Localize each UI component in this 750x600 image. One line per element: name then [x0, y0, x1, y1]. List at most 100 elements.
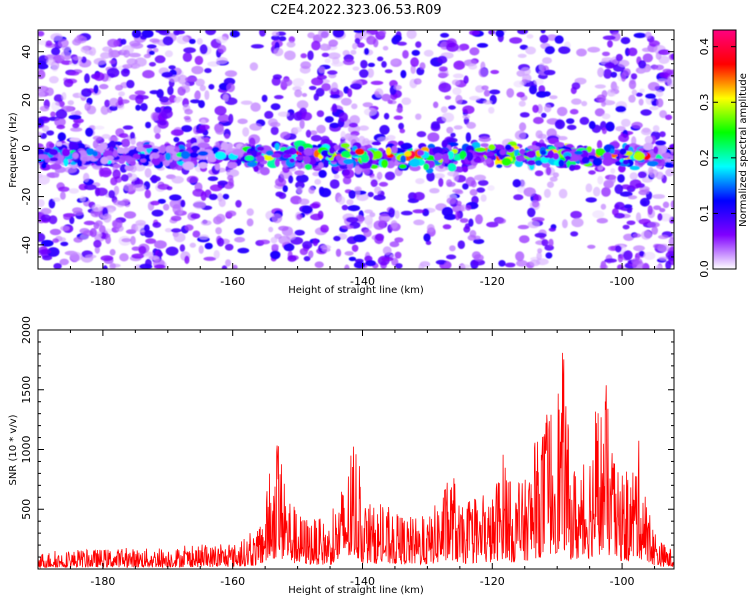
spectrogram-cell [264, 110, 274, 119]
spectrogram-cell [459, 264, 471, 269]
spectrogram-cell [519, 122, 527, 132]
spectrogram-cell [364, 48, 370, 55]
y-tick-label: 1500 [20, 376, 33, 404]
spectrogram-cell [527, 207, 536, 218]
spectrogram-cell [461, 204, 467, 212]
spectrogram-cell [40, 208, 52, 215]
spectrogram-cell [321, 83, 331, 92]
spectrogram-cell [441, 112, 455, 123]
spectrogram-cell [552, 152, 560, 160]
spectrogram-cell [642, 262, 650, 269]
spectrogram-cell [278, 36, 287, 42]
spectrogram-cell [597, 175, 604, 185]
spectrogram-cell [208, 193, 218, 201]
spectrogram-cell [58, 186, 70, 192]
colorbar-label: Normalized spectral amplitude [738, 73, 749, 227]
spectrogram-cell [222, 93, 229, 102]
spectrogram-cell [38, 90, 46, 98]
spectrogram-cell [190, 99, 201, 104]
spectrogram-cell [459, 218, 469, 223]
spectrogram-cell [131, 253, 145, 259]
spectrogram-cell [473, 238, 485, 245]
spectrogram-ticks: -180 -160 -140 -120 -100 -40 -20 0 20 40 [20, 30, 674, 288]
spectrogram-cell [462, 105, 475, 114]
spectrogram-cell [117, 104, 125, 110]
spectrogram-cell [506, 88, 515, 98]
spectrogram-cell [165, 152, 171, 161]
spectrogram-cell [576, 48, 587, 57]
spectrogram-cell [112, 169, 121, 179]
spectrogram-cell [58, 38, 69, 48]
spectrogram-cell [104, 99, 111, 108]
spectrogram-cell [250, 102, 261, 112]
spectrogram-cell [174, 97, 181, 104]
spectrogram-cell [197, 151, 209, 156]
spectrogram-cell [318, 66, 326, 74]
spectrogram-cell [280, 78, 293, 87]
spectrogram-cell [441, 206, 453, 217]
spectrogram-cell [196, 38, 203, 45]
spectrogram-cell [164, 50, 173, 58]
spectrogram-cell [595, 148, 604, 154]
spectrogram-cell [358, 125, 369, 131]
spectrogram-cell [523, 187, 536, 197]
spectrogram-cell [45, 40, 53, 47]
spectrogram-cell [483, 89, 491, 97]
spectrogram-cell [198, 162, 208, 169]
spectrogram-cell [331, 82, 338, 92]
spectrogram-cell [540, 30, 546, 34]
spectrogram-cell [280, 131, 291, 140]
spectrogram-cell [513, 194, 524, 201]
spectrogram-cell [449, 245, 456, 252]
spectrogram-cell [40, 214, 51, 222]
spectrogram-cell [182, 52, 193, 62]
spectrogram-cell [536, 251, 542, 261]
spectrogram-cell [469, 30, 480, 36]
spectrogram-cell [378, 30, 387, 36]
spectrogram-cell [194, 91, 200, 100]
spectrogram-cell [480, 194, 487, 202]
spectrogram-cell [292, 78, 305, 87]
spectrogram-cell [117, 96, 123, 106]
spectrogram-cell [548, 238, 554, 247]
spectrogram-cell [215, 213, 226, 223]
spectrogram-cell [162, 36, 174, 46]
spectrogram-cell [270, 126, 279, 135]
spectrogram-cell [668, 237, 674, 247]
spectrogram-cell [170, 215, 182, 222]
spectrogram-cell [135, 94, 144, 105]
spectrogram-cell [159, 96, 170, 103]
spectrogram-cell [366, 35, 377, 45]
spectrogram-cell [61, 92, 67, 101]
spectrogram-cell [49, 163, 62, 170]
spectrogram-cell [93, 72, 105, 81]
spectrogram-cell [622, 224, 630, 230]
spectrogram-cell [477, 179, 489, 186]
spectrogram-cell [228, 113, 234, 124]
spectrogram-cell [350, 49, 357, 55]
spectrogram-cell [282, 185, 288, 193]
spectrogram-cell [60, 50, 71, 60]
spectrogram-cell [617, 174, 625, 183]
spectrogram-cell [216, 36, 228, 44]
spectrogram-cell [359, 69, 369, 78]
spectrogram-cell [157, 183, 170, 190]
spectrogram-cell [294, 162, 302, 167]
spectrogram-cell [283, 243, 295, 252]
spectrogram-cell [184, 224, 194, 231]
spectrogram-cell [109, 249, 116, 256]
spectrogram-cell [400, 155, 407, 164]
spectrogram-cell [95, 187, 108, 196]
spectrogram-cell [328, 146, 335, 154]
spectrogram-cell [443, 261, 451, 269]
spectrogram-cell [48, 148, 59, 156]
spectrogram-cell [413, 219, 425, 226]
spectrogram-cell [233, 228, 245, 236]
spectrogram-cell [354, 165, 362, 175]
spectrogram-cell [227, 174, 234, 181]
y-tick-label: 500 [20, 499, 33, 520]
spectrogram-cell [145, 238, 157, 244]
spectrogram-cell [594, 84, 606, 89]
spectrogram-cell [112, 219, 123, 229]
spectrogram-cell [84, 50, 94, 55]
